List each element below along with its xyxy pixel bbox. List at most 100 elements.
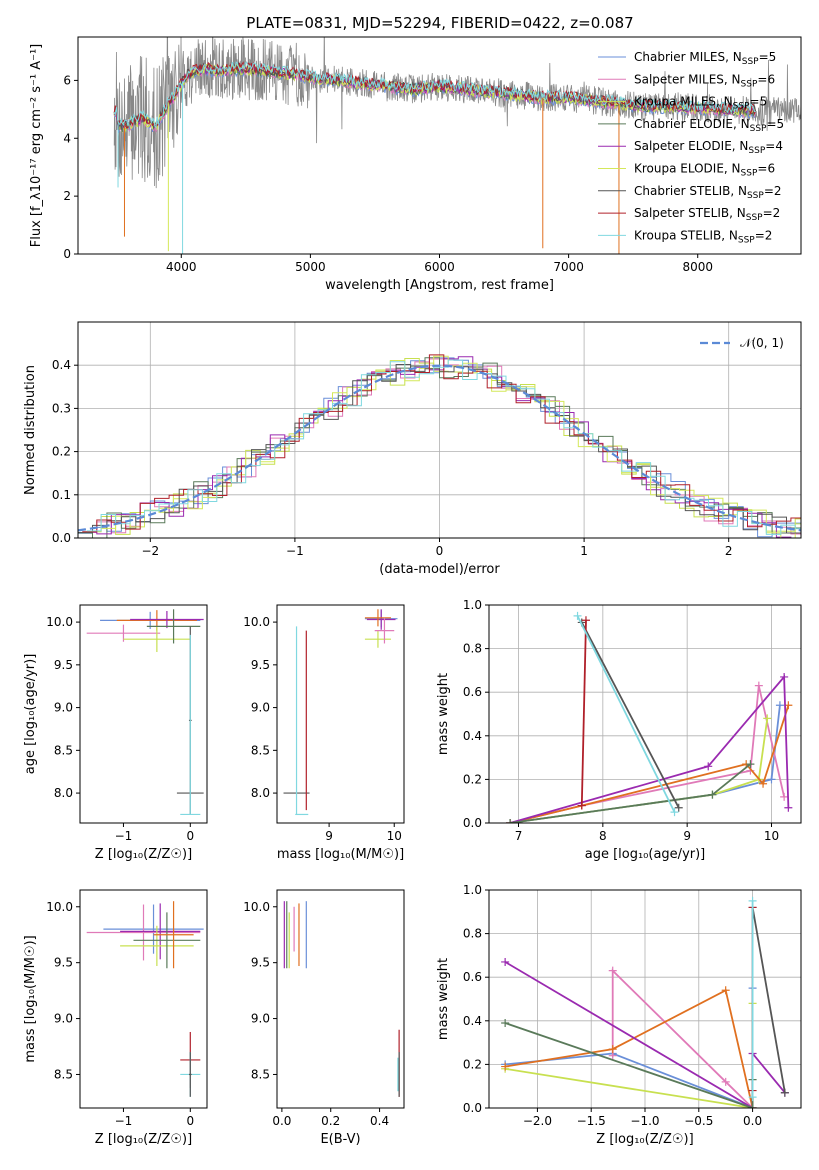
y-axis-label: mass weight <box>436 673 451 755</box>
age-vs-mass-panel: 9 10 8.0 8.5 9.0 9.5 10.0 mass [log₁₀(M/M☉)] <box>243 604 405 862</box>
axes: −1 0 8.5 9.0 9.5 10.0 Z [log₁₀(Z/Z☉)] mass [log… <box>23 889 208 1147</box>
residual-histogram <box>78 357 801 538</box>
axes-frame <box>488 604 802 824</box>
figure-title: PLATE=0831, MJD=52294, FIBERID=0422, z=0… <box>246 14 633 32</box>
plot-area <box>501 896 789 1108</box>
legend-subscript: SSP <box>742 57 759 67</box>
x-tick-label: 0 <box>186 829 194 843</box>
plot-area <box>86 901 204 1097</box>
weight-marker <box>721 986 730 995</box>
y-tick-label: 0.0 <box>463 816 482 830</box>
legend-label-value: =4 <box>765 139 783 153</box>
y-tick-label: 9.5 <box>251 658 270 672</box>
plot-area <box>283 901 400 1097</box>
x-tick-label: 5000 <box>295 260 326 274</box>
y-tick-label: 10.0 <box>243 900 270 914</box>
y-tick-label: 9.0 <box>54 1012 73 1026</box>
axes: −2 −1 0 1 2 0.0 0.1 0.2 0.3 0.4 (data-model)/error… <box>23 321 802 577</box>
x-axis-label: wavelength [Angstrom, rest frame] <box>325 278 554 293</box>
weight-marker <box>708 790 717 799</box>
weight-marker <box>784 803 793 812</box>
x-tick-label: −1 <box>115 1114 133 1128</box>
weight-line <box>509 705 781 823</box>
legend-label: 𝒩(0, 1) <box>740 336 784 350</box>
legend-label-value: =2 <box>764 184 782 198</box>
axes-frame <box>276 889 405 1109</box>
y-axis-label: age [log₁₀(age/yr)] <box>23 654 38 775</box>
weight-marker <box>748 1093 757 1102</box>
axes: 7 8 9 10 0.0 0.2 0.4 0.6 0.8 1.0 age [log₁₀(age/yr… <box>436 598 802 862</box>
y-tick-label: 4 <box>63 131 71 145</box>
x-tick-label: 10 <box>764 829 779 843</box>
x-tick-label: −0.5 <box>684 1114 713 1128</box>
plot-area <box>113 37 801 254</box>
plot-area <box>506 611 793 823</box>
weight-marker <box>746 760 755 769</box>
x-axis-label: E(B-V) <box>320 1132 360 1147</box>
y-tick-label: 0.0 <box>52 531 71 545</box>
x-tick-label: −1 <box>286 544 304 558</box>
y-tick-label: 0.2 <box>463 1057 482 1071</box>
residual-histogram <box>86 355 801 538</box>
x-tick-label: 4000 <box>166 260 197 274</box>
weight-line <box>580 620 587 806</box>
y-tick-label: 9.0 <box>251 1012 270 1026</box>
legend-label: Chabrier STELIB, NSSP=2 <box>634 184 782 201</box>
y-tick-label: 0.6 <box>463 970 482 984</box>
weight-line <box>751 907 786 1093</box>
weight-marker <box>670 808 679 817</box>
plot-area <box>78 354 801 538</box>
y-tick-label: 1.0 <box>463 883 482 897</box>
residuals-panel: −2 −1 0 1 2 0.0 0.1 0.2 0.3 0.4 (data-model)/error… <box>23 321 802 577</box>
weight-marker <box>674 803 683 812</box>
weight-line <box>581 621 680 809</box>
legend-subscript: SSP <box>741 79 758 89</box>
x-tick-label: 0.0 <box>272 1114 291 1128</box>
y-axis-label: Flux [f_λ10⁻¹⁷ erg cm⁻² s⁻¹ A⁻¹] <box>29 44 44 248</box>
weight-line <box>611 968 754 1108</box>
y-tick-label: 0.8 <box>463 642 482 656</box>
x-axis-label: mass [log₁₀(M/M☉)] <box>277 847 404 862</box>
weight-line <box>504 1003 754 1108</box>
legend-subscript: SSP <box>747 191 764 201</box>
legend-label-value: =5 <box>750 95 768 109</box>
y-tick-label: 0.0 <box>463 1101 482 1115</box>
y-tick-label: 0.2 <box>52 445 71 459</box>
weight-marker <box>501 1018 510 1027</box>
age-vs-metallicity-panel: −1 0 8.0 8.5 9.0 9.5 10.0 Z [log₁₀(Z/Z☉)] age [l… <box>23 604 208 862</box>
x-tick-label: 10 <box>387 829 402 843</box>
model-spectrum-line <box>113 61 756 129</box>
x-tick-label: −1 <box>115 829 133 843</box>
y-tick-label: 9.5 <box>251 956 270 970</box>
weight-marker <box>780 1088 789 1097</box>
x-axis-label: age [log₁₀(age/yr)] <box>585 847 706 862</box>
y-tick-label: 10.0 <box>243 615 270 629</box>
y-axis-label: mass weight <box>436 958 451 1040</box>
legend-label-value: =6 <box>757 72 775 86</box>
y-tick-label: 0.1 <box>52 488 71 502</box>
x-tick-label: −2 <box>141 544 159 558</box>
x-axis-label: (data-model)/error <box>379 562 500 577</box>
plot-area <box>86 609 204 816</box>
legend-label: Chabrier ELODIE, NSSP=5 <box>634 117 784 134</box>
weight-marker <box>748 1104 757 1108</box>
weight-line <box>504 988 754 1108</box>
y-tick-label: 9.5 <box>54 956 73 970</box>
axes-frame <box>79 604 208 824</box>
legend-label-value: =6 <box>757 162 775 176</box>
axes: 0.0 0.2 0.4 8.5 9.0 9.5 10.0 E(B-V) <box>243 889 405 1147</box>
x-tick-label: 1 <box>580 544 588 558</box>
y-tick-label: 0.3 <box>52 401 71 415</box>
x-tick-label: 0 <box>436 544 444 558</box>
legend-label: Salpeter MILES, NSSP=6 <box>634 72 775 89</box>
x-tick-label: −1.0 <box>630 1114 659 1128</box>
y-tick-label: 0.4 <box>52 358 71 372</box>
y-tick-label: 0.2 <box>463 772 482 786</box>
x-tick-label: 0 <box>186 1114 194 1128</box>
weight-line <box>509 685 785 823</box>
x-tick-label: −1.5 <box>577 1114 606 1128</box>
residual-histogram <box>78 364 801 534</box>
y-tick-label: 8.0 <box>54 786 73 800</box>
legend-label-value: =5 <box>766 117 784 131</box>
